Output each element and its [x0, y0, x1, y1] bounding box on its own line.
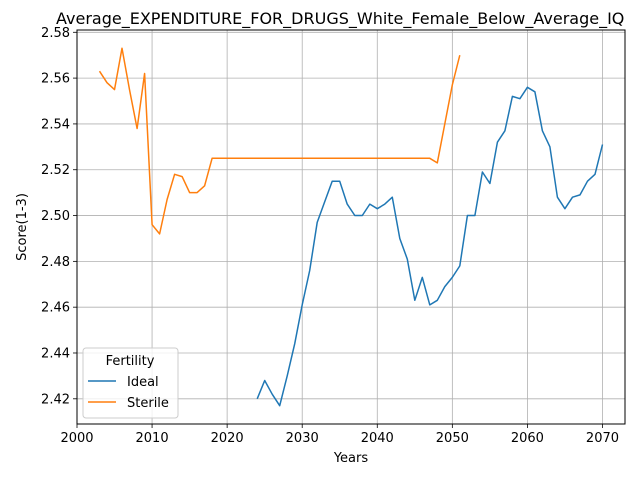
x-tick-label: 2040 — [361, 431, 394, 446]
y-tick-label: 2.52 — [41, 163, 70, 178]
y-axis-ticks: 2.42 2.44 2.46 2.48 2.50 2.52 2.54 2.56 2.58 — [41, 26, 77, 407]
x-axis-ticks: 2000 2010 2020 2030 2040 2050 2060 2070 — [60, 424, 619, 446]
y-tick-label: 2.42 — [41, 392, 70, 407]
y-tick-label: 2.58 — [41, 26, 70, 41]
x-tick-label: 2000 — [60, 431, 93, 446]
x-tick-label: 2020 — [211, 431, 244, 446]
x-tick-label: 2060 — [511, 431, 544, 446]
y-tick-label: 2.54 — [41, 117, 70, 132]
legend-label-ideal: Ideal — [127, 375, 159, 390]
x-tick-label: 2030 — [286, 431, 319, 446]
x-axis-title: Years — [333, 451, 369, 466]
legend-box — [82, 347, 179, 419]
series-line-ideal — [256, 86, 604, 407]
legend-title: Fertility — [106, 354, 155, 369]
series-lines — [98, 47, 604, 407]
plot-frame — [76, 29, 626, 425]
y-tick-label: 2.48 — [41, 255, 70, 270]
x-tick-label: 2010 — [136, 431, 169, 446]
x-tick-label: 2070 — [586, 431, 619, 446]
y-tick-label: 2.56 — [41, 72, 70, 87]
y-tick-label: 2.44 — [41, 346, 70, 361]
y-tick-label: 2.46 — [41, 301, 70, 316]
legend: Fertility Ideal Sterile — [82, 347, 179, 419]
x-tick-label: 2050 — [436, 431, 469, 446]
y-axis-title: Score(1-3) — [15, 193, 30, 261]
y-tick-label: 2.50 — [41, 209, 70, 224]
series-line-sterile — [98, 47, 461, 235]
chart-title: Average_EXPENDITURE_FOR_DRUGS_White_Fema… — [56, 9, 624, 29]
legend-label-sterile: Sterile — [127, 396, 169, 411]
